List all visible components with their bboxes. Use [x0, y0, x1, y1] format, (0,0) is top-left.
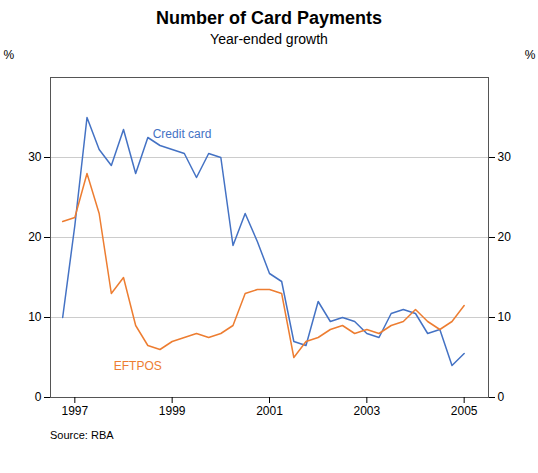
svg-text:2003: 2003: [353, 404, 380, 418]
svg-text:30: 30: [498, 150, 512, 164]
svg-text:%: %: [4, 48, 15, 62]
svg-text:1997: 1997: [61, 404, 88, 418]
svg-text:20: 20: [498, 230, 512, 244]
svg-text:2001: 2001: [256, 404, 283, 418]
svg-text:2005: 2005: [451, 404, 478, 418]
svg-text:%: %: [525, 48, 536, 62]
html-text:Source: RBA: Source: RBA: [50, 429, 114, 441]
html-text:Year-ended growth: Year-ended growth: [210, 31, 328, 47]
svg-text:10: 10: [28, 310, 42, 324]
svg-text:10: 10: [498, 310, 512, 324]
svg-text:0: 0: [498, 390, 505, 404]
svg-text:20: 20: [28, 230, 42, 244]
svg-text:30: 30: [28, 150, 42, 164]
svg-text:Credit card: Credit card: [153, 127, 212, 141]
svg-text:EFTPOS: EFTPOS: [114, 359, 162, 373]
svg-text:1999: 1999: [159, 404, 186, 418]
svg-text:0: 0: [35, 390, 42, 404]
html-text:Number of Card Payments: Number of Card Payments: [156, 8, 382, 28]
